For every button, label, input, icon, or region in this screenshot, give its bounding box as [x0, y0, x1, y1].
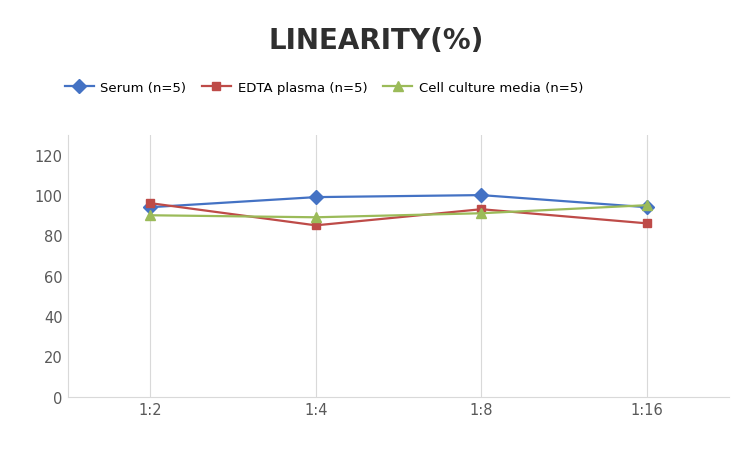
- Cell culture media (n=5): [146, 213, 155, 218]
- Serum (n=5): [311, 195, 320, 200]
- Legend: Serum (n=5), EDTA plasma (n=5), Cell culture media (n=5): Serum (n=5), EDTA plasma (n=5), Cell cul…: [59, 77, 588, 100]
- Serum (n=5): [477, 193, 486, 198]
- Line: Cell culture media (n=5): Cell culture media (n=5): [146, 201, 651, 223]
- Cell culture media (n=5): [642, 203, 651, 208]
- Serum (n=5): [642, 205, 651, 211]
- Line: Serum (n=5): Serum (n=5): [146, 191, 651, 212]
- Text: LINEARITY(%): LINEARITY(%): [268, 27, 484, 55]
- EDTA plasma (n=5): [642, 221, 651, 226]
- EDTA plasma (n=5): [146, 201, 155, 207]
- EDTA plasma (n=5): [311, 223, 320, 229]
- Cell culture media (n=5): [311, 215, 320, 221]
- Cell culture media (n=5): [477, 211, 486, 216]
- Serum (n=5): [146, 205, 155, 211]
- EDTA plasma (n=5): [477, 207, 486, 212]
- Line: EDTA plasma (n=5): EDTA plasma (n=5): [146, 199, 651, 230]
